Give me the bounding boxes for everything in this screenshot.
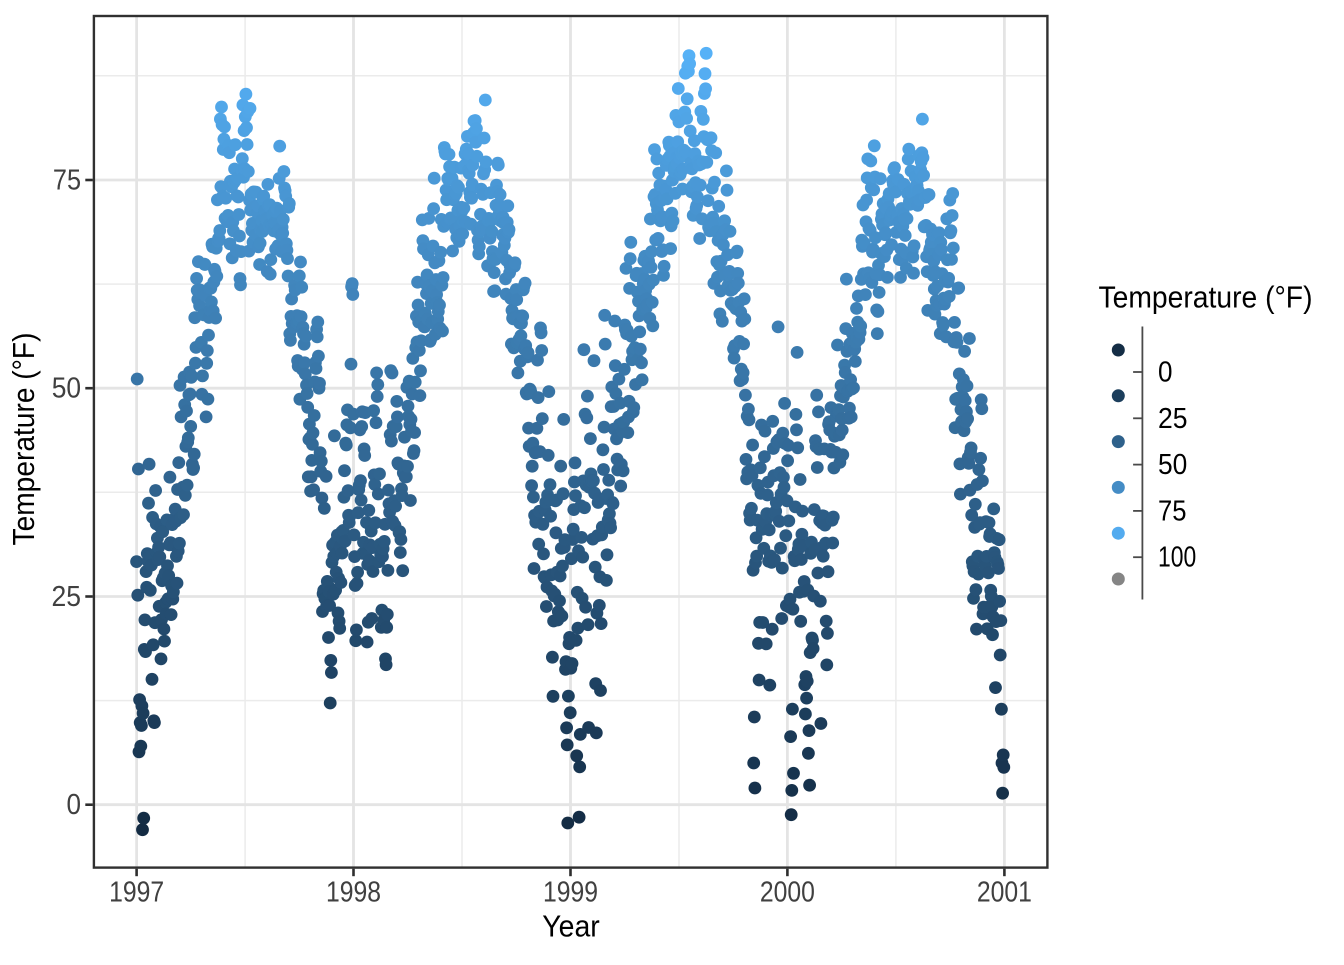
svg-text:Year: Year [542, 909, 600, 944]
svg-text:1997: 1997 [109, 876, 164, 908]
svg-text:0: 0 [67, 789, 82, 821]
svg-text:Temperature (°F): Temperature (°F) [1099, 279, 1313, 314]
svg-text:50: 50 [1158, 449, 1187, 481]
svg-text:2001: 2001 [977, 876, 1032, 908]
svg-text:1998: 1998 [326, 876, 381, 908]
svg-text:50: 50 [52, 373, 81, 405]
svg-text:75: 75 [53, 165, 81, 197]
svg-text:75: 75 [1158, 495, 1187, 527]
svg-text:Temperature (°F): Temperature (°F) [6, 333, 41, 546]
svg-text:100: 100 [1158, 542, 1196, 574]
svg-text:25: 25 [1158, 403, 1188, 435]
svg-text:0: 0 [1158, 357, 1173, 389]
svg-text:1999: 1999 [543, 876, 598, 908]
svg-text:25: 25 [52, 581, 82, 613]
svg-text:2000: 2000 [760, 876, 815, 908]
